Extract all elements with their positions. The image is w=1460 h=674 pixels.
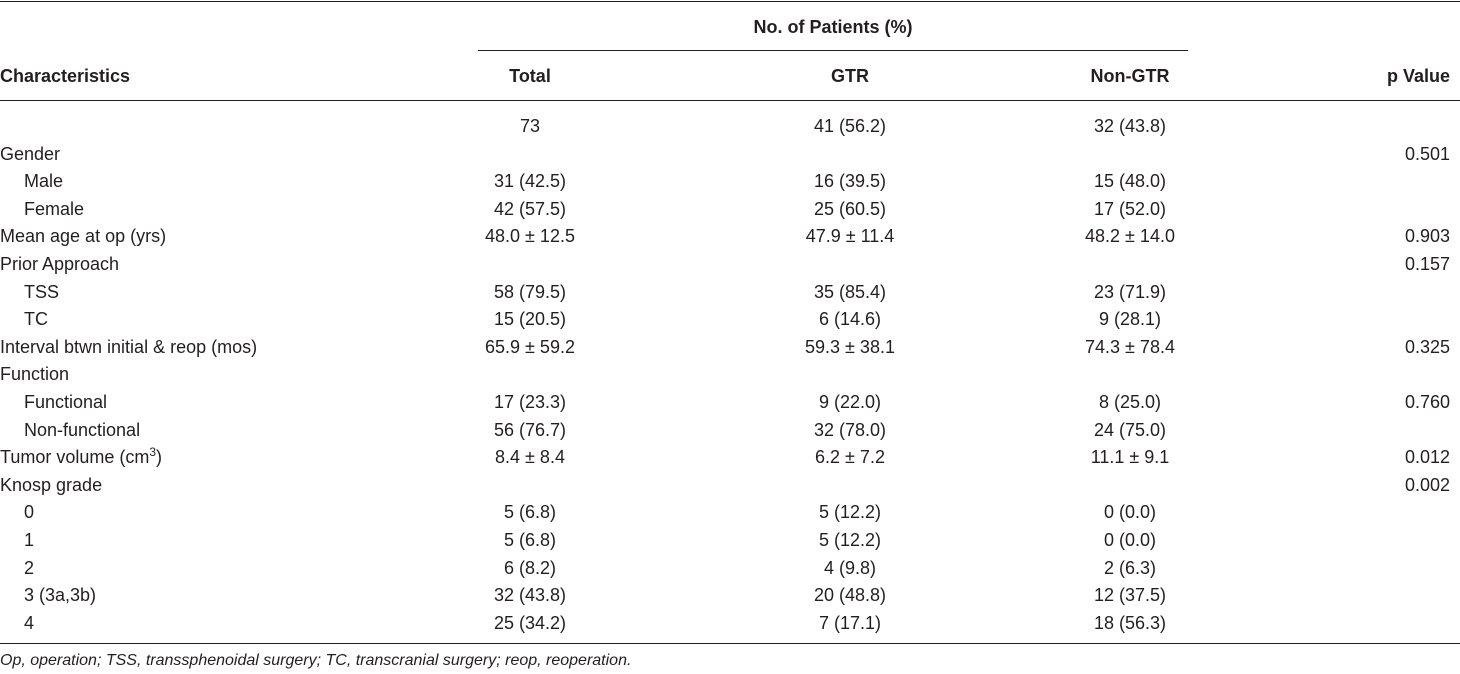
row-label: TC xyxy=(24,309,48,329)
row-label: Mean age at op (yrs) xyxy=(0,226,167,246)
cell-total: 32 (43.8) xyxy=(493,585,567,605)
cell-non-gtr: 18 (56.3) xyxy=(1093,613,1167,633)
cell-non-gtr: 11.1 ± 9.1 xyxy=(1090,447,1170,467)
cell-gtr: 5 (12.2) xyxy=(818,502,882,522)
cell-p-value: 0.157 xyxy=(1404,254,1450,274)
header-gtr: GTR xyxy=(831,66,869,86)
cell-gtr: 35 (85.4) xyxy=(813,282,887,302)
cell-gtr: 59.3 ± 38.1 xyxy=(805,337,895,357)
cell-non-gtr: 17 (52.0) xyxy=(1093,199,1167,219)
header-non-gtr: Non-GTR xyxy=(1090,66,1170,86)
bottom-rule xyxy=(0,643,1460,644)
cell-non-gtr: 23 (71.9) xyxy=(1093,282,1167,302)
cell-gtr: 47.9 ± 11.4 xyxy=(805,226,895,246)
row-label: Tumor volume (cm3) xyxy=(0,445,163,467)
cell-total: 58 (79.5) xyxy=(493,282,567,302)
cell-gtr: 9 (22.0) xyxy=(818,392,882,412)
cell-gtr: 41 (56.2) xyxy=(813,116,887,136)
row-label: Non-functional xyxy=(24,420,141,440)
cell-total: 48.0 ± 12.5 xyxy=(485,226,575,246)
cell-total: 56 (76.7) xyxy=(493,420,567,440)
cell-gtr: 6.2 ± 7.2 xyxy=(815,447,885,467)
row-label: 4 xyxy=(24,613,35,633)
cell-gtr: 16 (39.5) xyxy=(813,171,887,191)
cell-p-value: 0.325 xyxy=(1404,337,1450,357)
group-rule xyxy=(478,50,1188,51)
row-label: 3 (3a,3b) xyxy=(24,585,97,605)
cell-gtr: 25 (60.5) xyxy=(813,199,887,219)
cell-total: 25 (34.2) xyxy=(493,613,567,633)
cell-total: 17 (23.3) xyxy=(493,392,567,412)
cell-non-gtr: 9 (28.1) xyxy=(1098,309,1162,329)
cell-total: 15 (20.5) xyxy=(493,309,567,329)
row-label: Function xyxy=(0,364,70,384)
cell-gtr: 5 (12.2) xyxy=(818,530,882,550)
row-label: Prior Approach xyxy=(0,254,120,274)
cell-gtr: 6 (14.6) xyxy=(818,309,882,329)
header-total: Total xyxy=(509,66,551,86)
cell-total: 65.9 ± 59.2 xyxy=(485,337,575,357)
cell-total: 6 (8.2) xyxy=(503,558,557,578)
header-group: No. of Patients (%) xyxy=(753,17,913,37)
row-label: 2 xyxy=(24,558,35,578)
row-label: Gender xyxy=(0,144,61,164)
cell-gtr: 4 (9.8) xyxy=(823,558,877,578)
cell-non-gtr: 15 (48.0) xyxy=(1093,171,1167,191)
cell-gtr: 20 (48.8) xyxy=(813,585,887,605)
cell-total: 31 (42.5) xyxy=(493,171,567,191)
cell-total: 73 xyxy=(519,116,541,136)
header-rule xyxy=(0,100,1460,101)
cell-non-gtr: 12 (37.5) xyxy=(1093,585,1167,605)
cell-gtr: 32 (78.0) xyxy=(813,420,887,440)
cell-total: 8.4 ± 8.4 xyxy=(495,447,565,467)
cell-non-gtr: 24 (75.0) xyxy=(1093,420,1167,440)
cell-non-gtr: 2 (6.3) xyxy=(1103,558,1157,578)
cell-p-value: 0.012 xyxy=(1404,447,1450,467)
header-p-value: p Value xyxy=(1386,66,1450,86)
cell-non-gtr: 48.2 ± 14.0 xyxy=(1085,226,1175,246)
row-label: TSS xyxy=(24,282,60,302)
row-label: Male xyxy=(24,171,64,191)
cell-total: 5 (6.8) xyxy=(503,530,557,550)
row-label: Interval btwn initial & reop (mos) xyxy=(0,337,258,357)
row-label: 0 xyxy=(24,502,35,522)
cell-non-gtr: 8 (25.0) xyxy=(1098,392,1162,412)
row-label: 1 xyxy=(24,530,35,550)
row-label: Female xyxy=(24,199,85,219)
cell-total: 5 (6.8) xyxy=(503,502,557,522)
cell-non-gtr: 74.3 ± 78.4 xyxy=(1085,337,1175,357)
cell-p-value: 0.760 xyxy=(1404,392,1450,412)
cell-non-gtr: 0 (0.0) xyxy=(1103,502,1157,522)
row-label: Knosp grade xyxy=(0,475,103,495)
footnote: Op, operation; TSS, transsphenoidal surg… xyxy=(0,652,632,669)
cell-non-gtr: 32 (43.8) xyxy=(1093,116,1167,136)
header-characteristics: Characteristics xyxy=(0,66,131,86)
top-rule xyxy=(0,1,1460,2)
cell-total: 42 (57.5) xyxy=(493,199,567,219)
cell-p-value: 0.903 xyxy=(1404,226,1450,246)
cell-p-value: 0.002 xyxy=(1404,475,1450,495)
cell-p-value: 0.501 xyxy=(1404,144,1450,164)
cell-non-gtr: 0 (0.0) xyxy=(1103,530,1157,550)
cell-gtr: 7 (17.1) xyxy=(818,613,882,633)
row-label: Functional xyxy=(24,392,108,412)
